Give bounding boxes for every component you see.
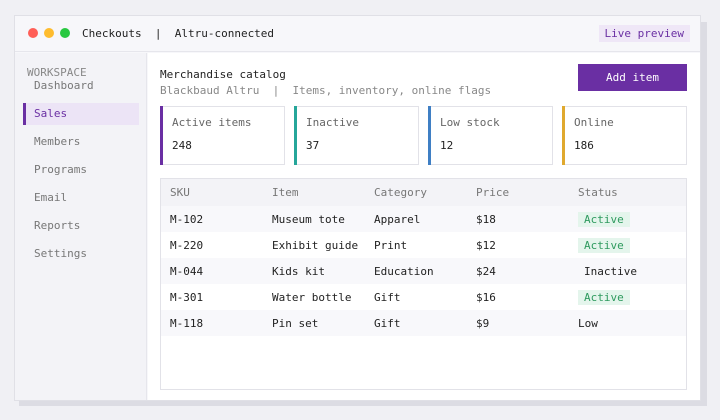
card-accent-bar [294, 106, 297, 165]
table-row[interactable]: M-301 Water bottle Gift $16 Active [161, 284, 686, 310]
cell-item: Exhibit guide [272, 238, 359, 252]
card-value: 12 [440, 139, 454, 152]
card-value: 248 [172, 139, 192, 152]
cell-price: $12 [476, 238, 496, 252]
sidebar-item-members[interactable]: Members [34, 135, 81, 148]
main-panel: Merchandise catalog Blackbaud Altru | It… [148, 53, 700, 400]
column-header-sku[interactable]: SKU [161, 179, 263, 206]
cell-status: Inactive [569, 258, 686, 284]
card-value: 186 [574, 139, 594, 152]
sidebar-item-sales[interactable]: Sales [23, 103, 139, 125]
column-header-price[interactable]: Price [467, 179, 569, 206]
table-row[interactable]: M-220 Exhibit guide Print $12 Active [161, 232, 686, 258]
cell-sku: M-301 [170, 290, 204, 304]
cell-item: Pin set [263, 310, 365, 336]
cell-sku: M-118 [161, 310, 263, 336]
card-label: Inactive [306, 116, 359, 129]
cell-item: Water bottle [272, 290, 352, 304]
cell-category: Education [365, 258, 467, 284]
cell-sku: M-044 [161, 258, 263, 284]
catalog-table: SKU Item Category Price Status M-102 Mus… [160, 178, 687, 390]
card-online: Online 186 [562, 106, 687, 165]
status-text: Low [578, 316, 598, 330]
sidebar-item-programs[interactable]: Programs [34, 163, 87, 176]
minimize-window-button[interactable] [44, 28, 54, 38]
cell-price: $16 [476, 290, 496, 304]
cell-category: Gift [365, 310, 467, 336]
column-header-status[interactable]: Status [569, 179, 686, 206]
cell-sku: M-102 [161, 206, 263, 232]
card-inactive: Inactive 37 [294, 106, 419, 165]
close-window-button[interactable] [28, 28, 38, 38]
card-accent-bar [428, 106, 431, 165]
status-text: Inactive [584, 264, 637, 278]
card-label: Low stock [440, 116, 500, 129]
table-header-row: SKU Item Category Price Status [161, 179, 686, 206]
cell-price: $24 [467, 258, 569, 284]
sidebar-item-settings[interactable]: Settings [34, 247, 87, 260]
live-preview-badge[interactable]: Live preview [598, 25, 690, 42]
app-window: Checkouts | Altru-connected Live preview… [14, 15, 701, 401]
card-accent-bar [160, 106, 163, 165]
card-label: Online [574, 116, 614, 129]
title-bar: Checkouts | Altru-connected Live preview [15, 16, 700, 52]
column-header-category[interactable]: Category [365, 179, 467, 206]
card-label: Active items [172, 116, 252, 129]
cell-price: $9 [467, 310, 569, 336]
cell-status: Active [569, 284, 686, 310]
cell-sku: M-220 [170, 238, 204, 252]
window-title: Checkouts | Altru-connected [82, 27, 275, 40]
column-header-item[interactable]: Item [263, 179, 365, 206]
status-badge: Active [578, 289, 630, 305]
status-badge: Active [578, 211, 630, 227]
table-row[interactable]: M-044 Kids kit Education $24 Inactive [161, 258, 686, 284]
cell-category: Print [374, 238, 408, 252]
sidebar-item-dashboard[interactable]: Dashboard [34, 79, 94, 92]
cell-status: Active [569, 232, 686, 258]
summary-cards: Active items 248 Inactive 37 Low stock 1… [160, 106, 687, 165]
sidebar: WORKSPACE Dashboard Sales Members Progra… [15, 53, 147, 400]
page-title: Merchandise catalog [160, 68, 286, 81]
card-active-items: Active items 248 [160, 106, 285, 165]
add-item-button[interactable]: Add item [578, 64, 687, 91]
card-accent-bar [562, 106, 565, 165]
sidebar-item-reports[interactable]: Reports [34, 219, 81, 232]
workspace-label: WORKSPACE [27, 66, 87, 79]
cell-status: Low [569, 310, 686, 336]
maximize-window-button[interactable] [60, 28, 70, 38]
card-low-stock: Low stock 12 [428, 106, 553, 165]
cell-category: Apparel [365, 206, 467, 232]
cell-item: Kids kit [263, 258, 365, 284]
cell-item: Museum tote [263, 206, 365, 232]
cell-category: Gift [374, 290, 401, 304]
sidebar-item-email[interactable]: Email [34, 191, 68, 204]
cell-price: $18 [467, 206, 569, 232]
table-row[interactable]: M-118 Pin set Gift $9 Low [161, 310, 686, 336]
page-subtitle: Blackbaud Altru | Items, inventory, onli… [160, 84, 492, 97]
card-value: 37 [306, 139, 320, 152]
status-badge: Active [578, 237, 630, 253]
cell-status: Active [569, 206, 686, 232]
table-row[interactable]: M-102 Museum tote Apparel $18 Active [161, 206, 686, 232]
